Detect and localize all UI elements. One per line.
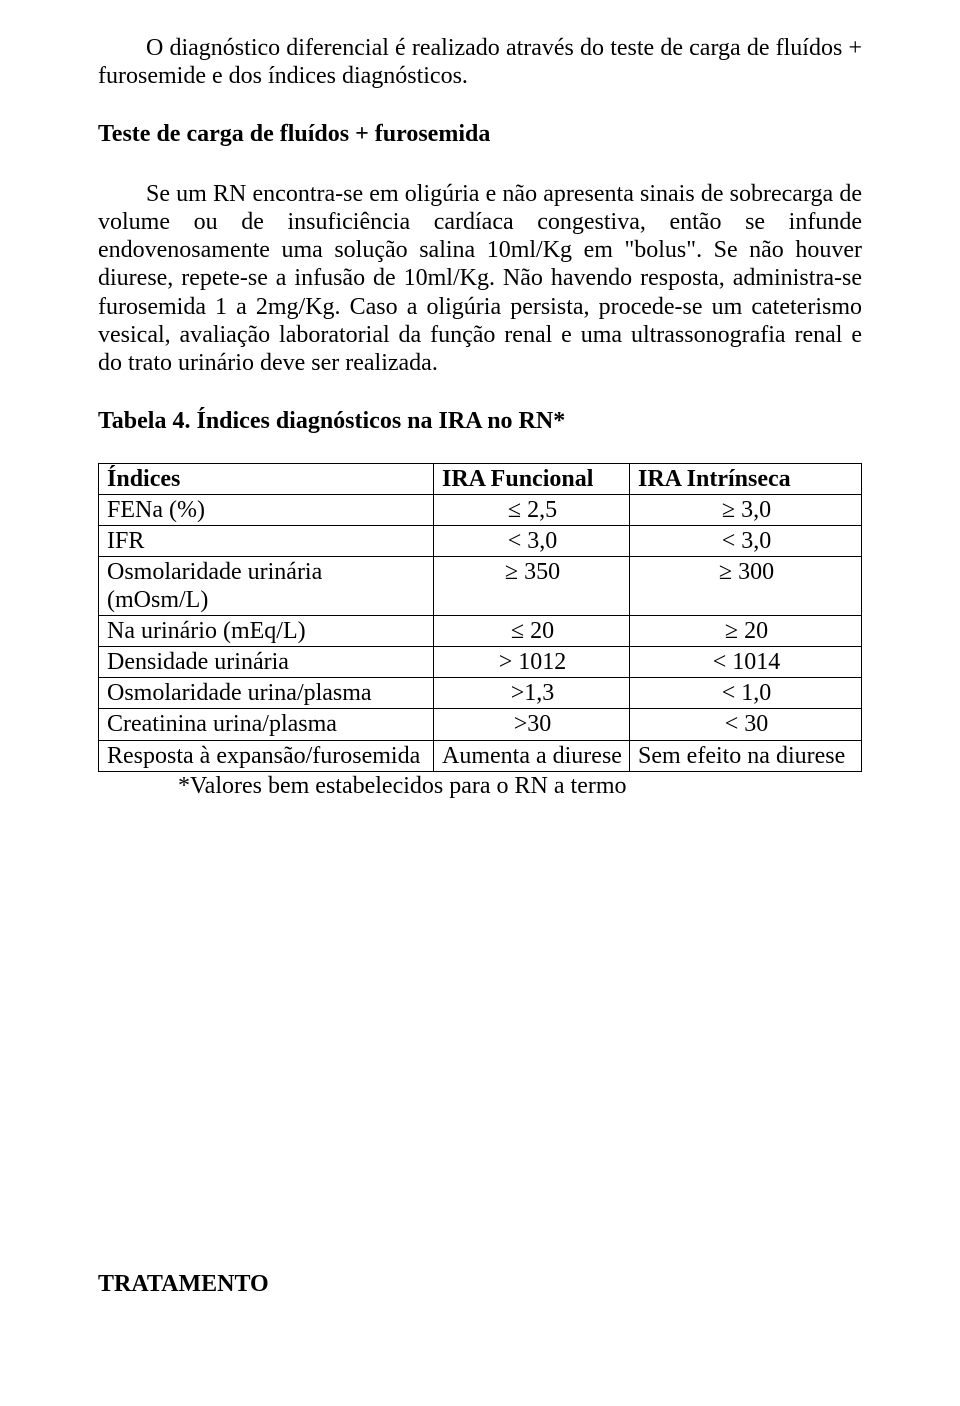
table-cell-funcional: >30: [434, 709, 630, 740]
section-heading-tratamento: TRATAMENTO: [98, 1270, 862, 1298]
table-row: Osmolaridade urinária (mOsm/L) ≥ 350 ≥ 3…: [99, 557, 862, 616]
table-row: Resposta à expansão/furosemida Aumenta a…: [99, 740, 862, 771]
table-cell-funcional: ≤ 2,5: [434, 494, 630, 525]
table-cell-funcional: < 3,0: [434, 526, 630, 557]
table-header-indices: Índices: [99, 463, 434, 494]
table-row: Na urinário (mEq/L) ≤ 20 ≥ 20: [99, 616, 862, 647]
table-row: IFR < 3,0 < 3,0: [99, 526, 862, 557]
table-cell-intrinseca: < 30: [630, 709, 862, 740]
table-header-funcional: IRA Funcional: [434, 463, 630, 494]
table-cell-intrinseca: Sem efeito na diurese: [630, 740, 862, 771]
table-footnote: *Valores bem estabelecidos para o RN a t…: [178, 772, 862, 800]
table-cell-intrinseca: ≥ 3,0: [630, 494, 862, 525]
table-cell-intrinseca: < 1014: [630, 647, 862, 678]
table-cell-funcional: > 1012: [434, 647, 630, 678]
table-cell-label: FENa (%): [99, 494, 434, 525]
table-row: FENa (%) ≤ 2,5 ≥ 3,0: [99, 494, 862, 525]
table-cell-intrinseca: ≥ 20: [630, 616, 862, 647]
table-caption: Tabela 4. Índices diagnósticos na IRA no…: [98, 407, 862, 435]
table-cell-label: Osmolaridade urina/plasma: [99, 678, 434, 709]
table-header-row: Índices IRA Funcional IRA Intrínseca: [99, 463, 862, 494]
table-cell-funcional: ≤ 20: [434, 616, 630, 647]
table-cell-intrinseca: ≥ 300: [630, 557, 862, 616]
table-cell-funcional: ≥ 350: [434, 557, 630, 616]
table-cell-label: Resposta à expansão/furosemida: [99, 740, 434, 771]
table-cell-intrinseca: < 3,0: [630, 526, 862, 557]
table-row: Osmolaridade urina/plasma >1,3 < 1,0: [99, 678, 862, 709]
table-cell-label: Osmolaridade urinária (mOsm/L): [99, 557, 434, 616]
table-cell-funcional: Aumenta a diurese: [434, 740, 630, 771]
table-header-intrinseca: IRA Intrínseca: [630, 463, 862, 494]
table-cell-label: Densidade urinária: [99, 647, 434, 678]
table-row: Densidade urinária > 1012 < 1014: [99, 647, 862, 678]
table-row: Creatinina urina/plasma >30 < 30: [99, 709, 862, 740]
table-cell-label: IFR: [99, 526, 434, 557]
table-cell-label: Na urinário (mEq/L): [99, 616, 434, 647]
paragraph-teste-body: Se um RN encontra-se em oligúria e não a…: [98, 180, 862, 377]
paragraph-differential: O diagnóstico diferencial é realizado at…: [98, 34, 862, 90]
indices-table: Índices IRA Funcional IRA Intrínseca FEN…: [98, 463, 862, 772]
table-cell-intrinseca: < 1,0: [630, 678, 862, 709]
section-heading-teste: Teste de carga de fluídos + furosemida: [98, 120, 862, 148]
table-cell-label: Creatinina urina/plasma: [99, 709, 434, 740]
table-cell-funcional: >1,3: [434, 678, 630, 709]
